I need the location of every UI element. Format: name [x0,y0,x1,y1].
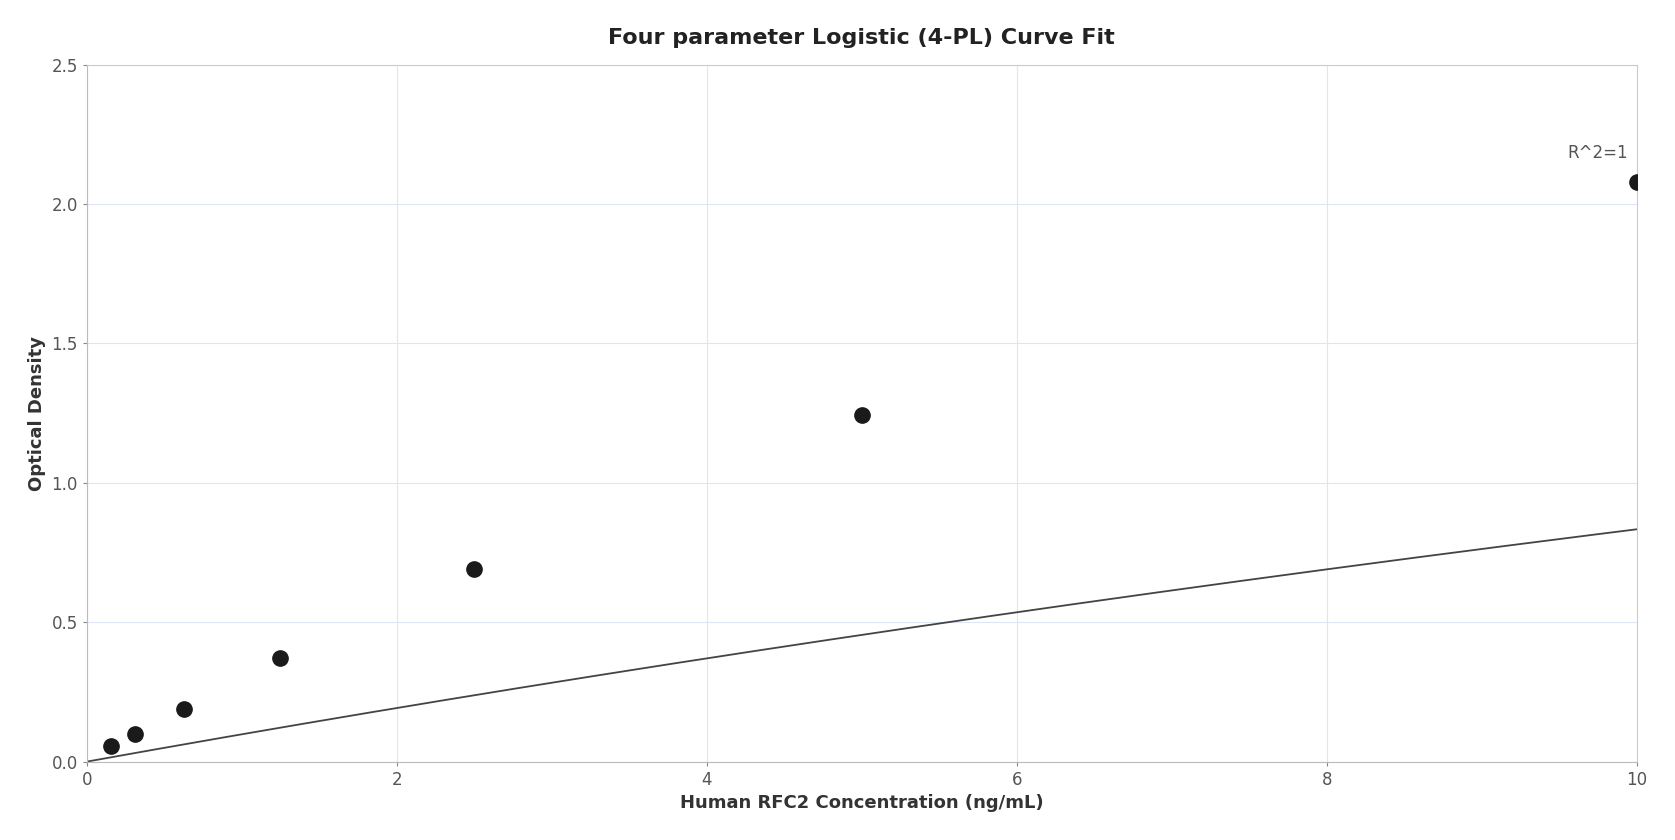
Text: R^2=1: R^2=1 [1566,144,1628,162]
Title: Four parameter Logistic (4-PL) Curve Fit: Four parameter Logistic (4-PL) Curve Fit [608,28,1116,48]
Point [266,652,293,665]
X-axis label: Human RFC2 Concentration (ng/mL): Human RFC2 Concentration (ng/mL) [680,795,1044,812]
Point [1623,175,1650,188]
Point [171,702,198,716]
Point [122,727,149,741]
Point [848,407,874,421]
Point [97,739,124,753]
Y-axis label: Optical Density: Optical Density [28,336,45,491]
Point [461,563,487,576]
